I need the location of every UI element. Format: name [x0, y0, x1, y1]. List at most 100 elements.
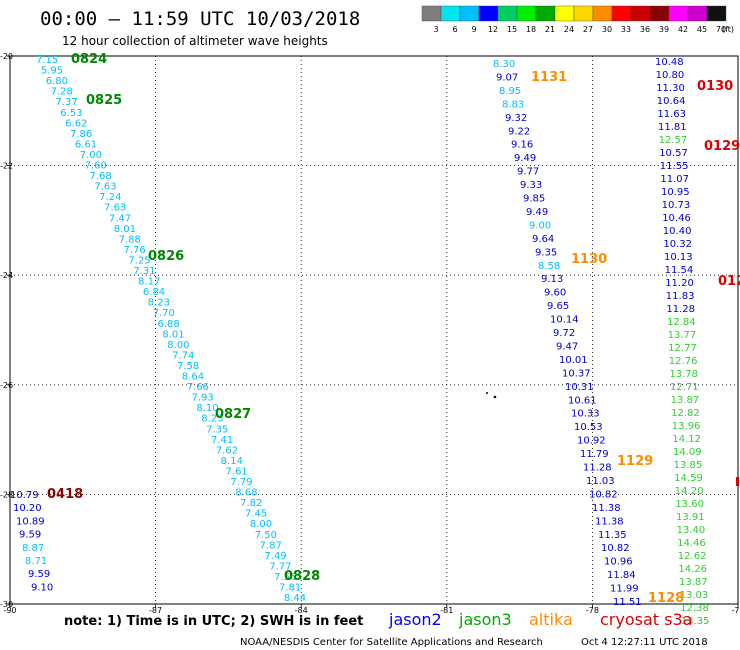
colorbar-swatch	[668, 5, 689, 22]
swh-value-right: 11.30	[656, 83, 685, 94]
swh-value-jason3: 7.00	[80, 150, 102, 161]
swh-value-jason3: 7.70	[153, 308, 175, 319]
stray-point-2	[493, 395, 497, 399]
x-tick-label: -75	[731, 606, 740, 615]
y-tick-label: -28	[0, 490, 13, 499]
swh-value-jason2: 11.38	[595, 516, 624, 527]
colorbar-label: 39	[659, 25, 669, 34]
swh-value-right: 14.12	[672, 434, 701, 445]
swh-value-jason3: 7.24	[99, 192, 121, 203]
colorbar-swatch	[687, 5, 708, 22]
swh-value-right: 10.73	[662, 200, 691, 211]
colorbar-label: 27	[583, 25, 593, 34]
swh-value-track: 10.20	[13, 503, 42, 514]
swh-value-jason3: 8.01	[114, 224, 136, 235]
colorbar-swatch	[535, 5, 556, 22]
swh-value-right: 13.03	[680, 590, 709, 601]
colorbar-label: 21	[545, 25, 555, 34]
colorbar-swatch	[706, 5, 727, 22]
swh-value-right: 10.46	[662, 213, 691, 224]
colorbar-swatch	[516, 5, 537, 22]
swh-value-jason2: 9.47	[556, 341, 578, 352]
swh-value-jason2: 10.31	[565, 382, 594, 393]
swh-value-track: 9.10	[31, 582, 53, 593]
swh-value-right: 14.09	[673, 447, 702, 458]
swh-value-jason3: 7.63	[104, 203, 126, 214]
swh-value-jason3: 7.49	[264, 551, 286, 562]
swh-value-right: 10.57	[659, 148, 688, 159]
time-label: 0418	[47, 487, 83, 502]
y-tick-label: -26	[0, 381, 13, 390]
colorbar-label: 45	[697, 25, 707, 34]
swh-value-jason3: 8.00	[250, 519, 272, 530]
swh-value-right: 10.48	[655, 57, 684, 68]
swh-value-jason2: 10.53	[574, 422, 603, 433]
swh-value-jason2: 8.83	[502, 99, 524, 110]
swh-value-jason3: 7.76	[123, 245, 145, 256]
swh-value-right: 10.40	[663, 226, 692, 237]
swh-value-jason3: 7.93	[192, 393, 214, 404]
colorbar-label: 9	[471, 25, 476, 34]
colorbar-swatch	[497, 5, 518, 22]
swh-value-jason3: 8.64	[182, 372, 204, 383]
time-label: 0130	[697, 79, 733, 94]
swh-value-jason3: 7.79	[230, 477, 252, 488]
swh-value-jason3: 7.28	[51, 87, 73, 98]
swh-value-jason3: 8.01	[162, 329, 184, 340]
colorbar-label: 15	[507, 25, 517, 34]
swh-value-jason2: 10.61	[568, 395, 597, 406]
swh-value-right: 13.85	[674, 460, 703, 471]
swh-value-track: 8.71	[25, 556, 47, 567]
note-text: note: 1) Time is in UTC; 2) SWH is in fe…	[64, 614, 363, 629]
swh-value-jason3: 7.63	[94, 182, 116, 193]
swh-value-jason2: 11.35	[598, 530, 627, 541]
swh-value-right: 12.82	[671, 408, 700, 419]
swh-value-jason3: 7.15	[36, 55, 58, 66]
colorbar-swatch	[478, 5, 499, 22]
axis-ticks: -90 -87 -84 -81 -78 -75 -20 -22 -24 -26 -28 -30	[0, 52, 740, 615]
swh-value-jason3: 8.23	[148, 298, 170, 309]
swh-value-right: 11.28	[666, 304, 695, 315]
time-label: 1128	[648, 591, 684, 606]
swh-value-jason3: 8.44	[284, 593, 306, 604]
swh-value-jason3: 6.88	[158, 319, 180, 330]
swh-value-jason2: 8.58	[538, 261, 560, 272]
colorbar-swatch	[459, 5, 480, 22]
swh-value-right: 12.38	[680, 603, 709, 614]
time-label: 012	[718, 274, 740, 289]
swh-value-right: 13.91	[676, 512, 705, 523]
x-tick-label: -78	[586, 606, 599, 615]
swh-value-right: 13.60	[675, 499, 704, 510]
swh-value-track: 8.87	[22, 543, 44, 554]
swh-value-jason3: 7.37	[55, 97, 77, 108]
swh-value-right: 11.54	[665, 265, 694, 276]
swh-value-jason3: 7.50	[255, 530, 277, 541]
swh-value-jason3: 6.53	[60, 108, 82, 119]
swh-value-jason3: 7.68	[89, 171, 111, 182]
swh-value-jason2: 9.65	[547, 301, 569, 312]
swh-value-jason3: 7.77	[269, 561, 291, 572]
swh-value-jason3: 6.61	[75, 139, 97, 150]
swh-value-right: 14.59	[674, 473, 703, 484]
swh-value-right: 12.71	[670, 382, 699, 393]
swh-value-jason3: 7.47	[109, 213, 131, 224]
swh-value-jason3: 7.56	[274, 572, 296, 583]
swh-value-jason2: 9.72	[553, 328, 575, 339]
swh-value-jason3: 7.45	[245, 509, 267, 520]
colorbar-swatch	[440, 5, 461, 22]
swh-value-jason2: 10.01	[559, 355, 588, 366]
swh-value-jason3: 8.68	[235, 488, 257, 499]
time-label: 0129	[704, 139, 740, 154]
swh-value-right: 11.83	[666, 291, 695, 302]
swh-value-jason2: 11.38	[592, 503, 621, 514]
swh-value-jason2: 8.95	[499, 86, 521, 97]
time-label: 1129	[617, 454, 653, 469]
time-label: 1131	[531, 70, 567, 85]
colorbar-label: 42	[678, 25, 688, 34]
plot-frame	[9, 55, 739, 605]
x-tick-label: -84	[295, 606, 308, 615]
x-tick-label: -90	[3, 606, 16, 615]
swh-value-right: 12.76	[669, 356, 698, 367]
swh-value-right: 10.32	[663, 239, 692, 250]
